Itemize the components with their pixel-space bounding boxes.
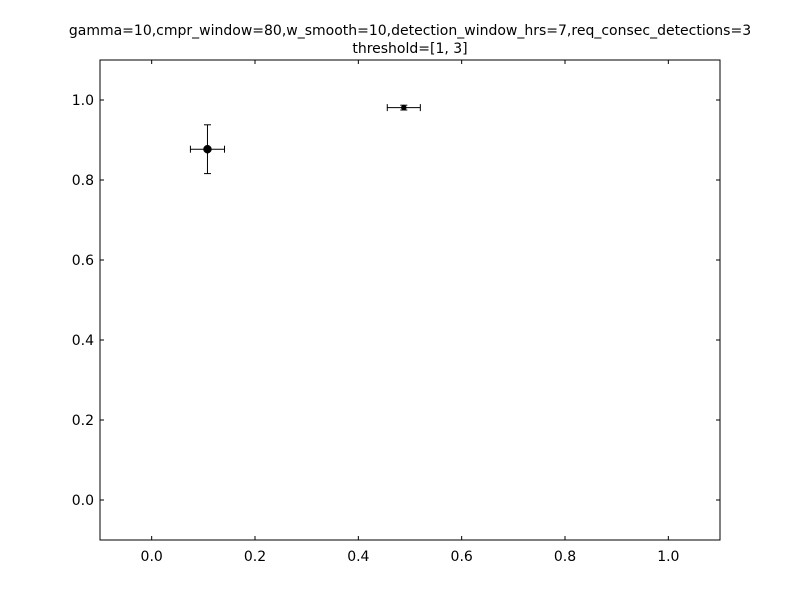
chart-title-line-2: threshold=[1, 3]: [352, 41, 467, 57]
axis-tick-labels: 0.0 0.2 0.4 0.6 0.8 1.0 0.0 0.2 0.4 0.6 0.8 1.0: [72, 93, 680, 565]
chart-title-line-1: gamma=10,cmpr_window=80,w_smooth=10,dete…: [69, 23, 751, 39]
y-tick-label: 0.8: [72, 173, 94, 189]
y-tick-label: 0.4: [72, 333, 94, 349]
y-tick-label: 0.2: [72, 413, 94, 429]
data-points: [189, 104, 421, 175]
y-tick-label: 0.0: [72, 493, 94, 509]
x-tick-label: 1.0: [657, 549, 679, 565]
axis-ticks: [100, 60, 720, 540]
x-tick-label: 0.2: [244, 549, 266, 565]
x-tick-label: 0.4: [347, 549, 369, 565]
y-tick-label: 0.6: [72, 253, 94, 269]
data-point-group: [189, 124, 226, 175]
x-tick-label: 0.0: [141, 549, 163, 565]
data-point: [203, 144, 212, 154]
chart-title: gamma=10,cmpr_window=80,w_smooth=10,dete…: [69, 23, 751, 57]
data-point-group: [386, 104, 421, 112]
plot-area-frame: [99, 59, 721, 541]
x-tick-label: 0.6: [451, 549, 473, 565]
data-point: [401, 104, 407, 111]
x-tick-label: 0.8: [554, 549, 576, 565]
y-tick-label: 1.0: [72, 93, 94, 109]
